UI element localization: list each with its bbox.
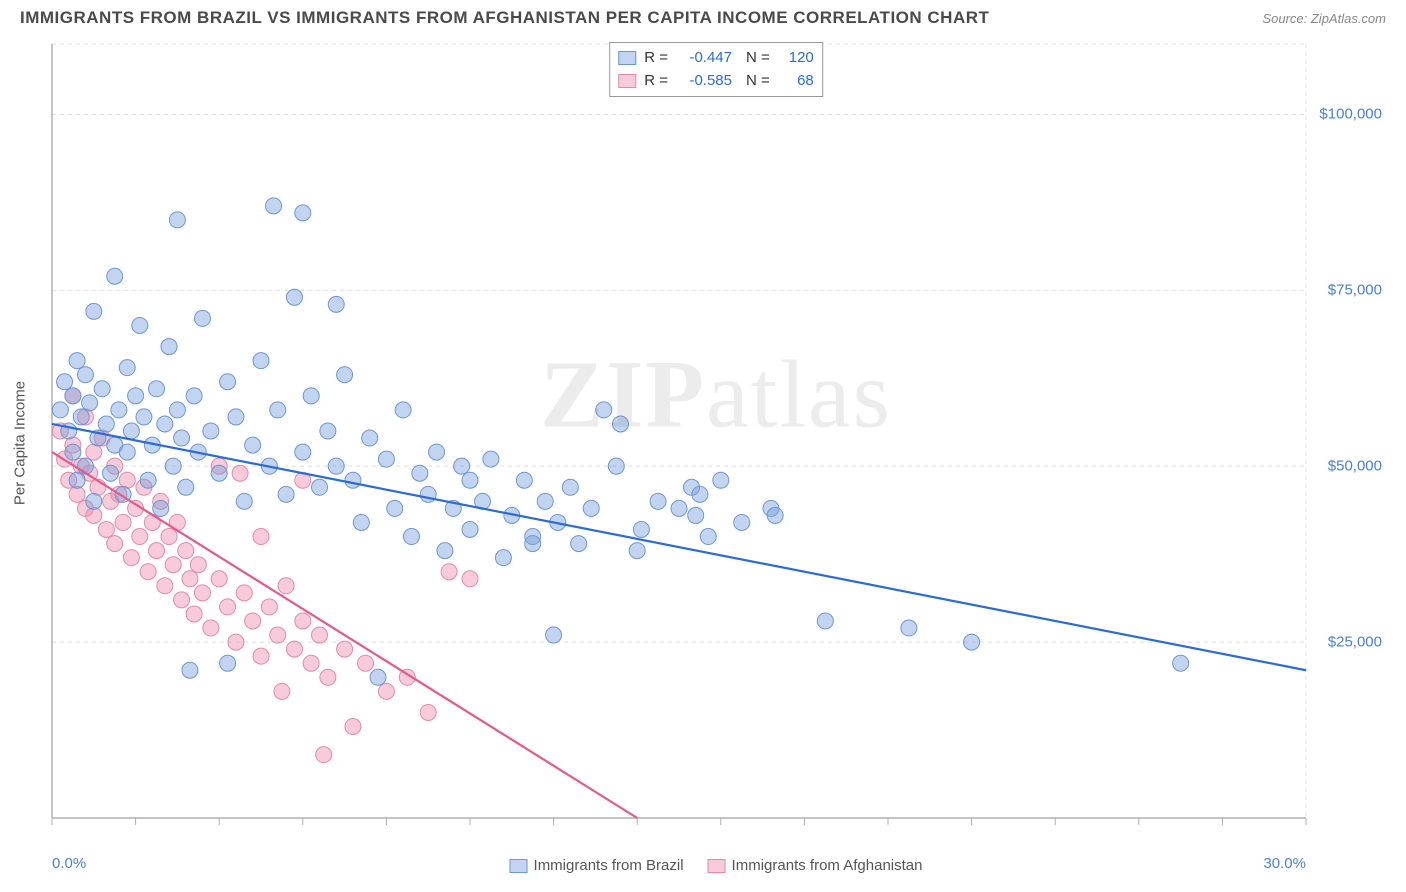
series-legend: Immigrants from Brazil Immigrants from A… bbox=[510, 857, 923, 874]
correlation-legend: R = -0.447 N = 120 R = -0.585 N = 68 bbox=[609, 42, 823, 97]
legend-swatch bbox=[708, 859, 726, 873]
legend-r-label: R = bbox=[644, 70, 668, 93]
y-axis-label: Per Capita Income bbox=[12, 381, 29, 505]
scatter-plot bbox=[46, 38, 1386, 848]
header: IMMIGRANTS FROM BRAZIL VS IMMIGRANTS FRO… bbox=[0, 0, 1406, 32]
legend-item: Immigrants from Brazil bbox=[510, 857, 684, 874]
source-attribution: Source: ZipAtlas.com bbox=[1262, 11, 1386, 26]
chart-title: IMMIGRANTS FROM BRAZIL VS IMMIGRANTS FRO… bbox=[20, 8, 989, 28]
legend-series-label: Immigrants from Brazil bbox=[534, 857, 684, 874]
legend-n-value: 120 bbox=[778, 47, 814, 70]
legend-n-label: N = bbox=[746, 47, 770, 70]
x-tick-label: 30.0% bbox=[1263, 855, 1306, 872]
legend-series-label: Immigrants from Afghanistan bbox=[732, 857, 923, 874]
y-tick-label: $100,000 bbox=[1319, 106, 1382, 123]
chart-area: Per Capita Income ZIPatlas R = -0.447 N … bbox=[46, 38, 1386, 848]
x-tick-label: 0.0% bbox=[52, 855, 86, 872]
legend-row: R = -0.585 N = 68 bbox=[618, 70, 814, 93]
legend-item: Immigrants from Afghanistan bbox=[708, 857, 923, 874]
legend-r-value: -0.585 bbox=[676, 70, 732, 93]
legend-r-value: -0.447 bbox=[676, 47, 732, 70]
legend-swatch bbox=[510, 859, 528, 873]
y-tick-label: $50,000 bbox=[1328, 458, 1382, 475]
legend-n-value: 68 bbox=[778, 70, 814, 93]
legend-r-label: R = bbox=[644, 47, 668, 70]
y-tick-label: $25,000 bbox=[1328, 634, 1382, 651]
legend-swatch bbox=[618, 74, 636, 88]
legend-row: R = -0.447 N = 120 bbox=[618, 47, 814, 70]
legend-swatch bbox=[618, 51, 636, 65]
y-tick-label: $75,000 bbox=[1328, 282, 1382, 299]
legend-n-label: N = bbox=[746, 70, 770, 93]
